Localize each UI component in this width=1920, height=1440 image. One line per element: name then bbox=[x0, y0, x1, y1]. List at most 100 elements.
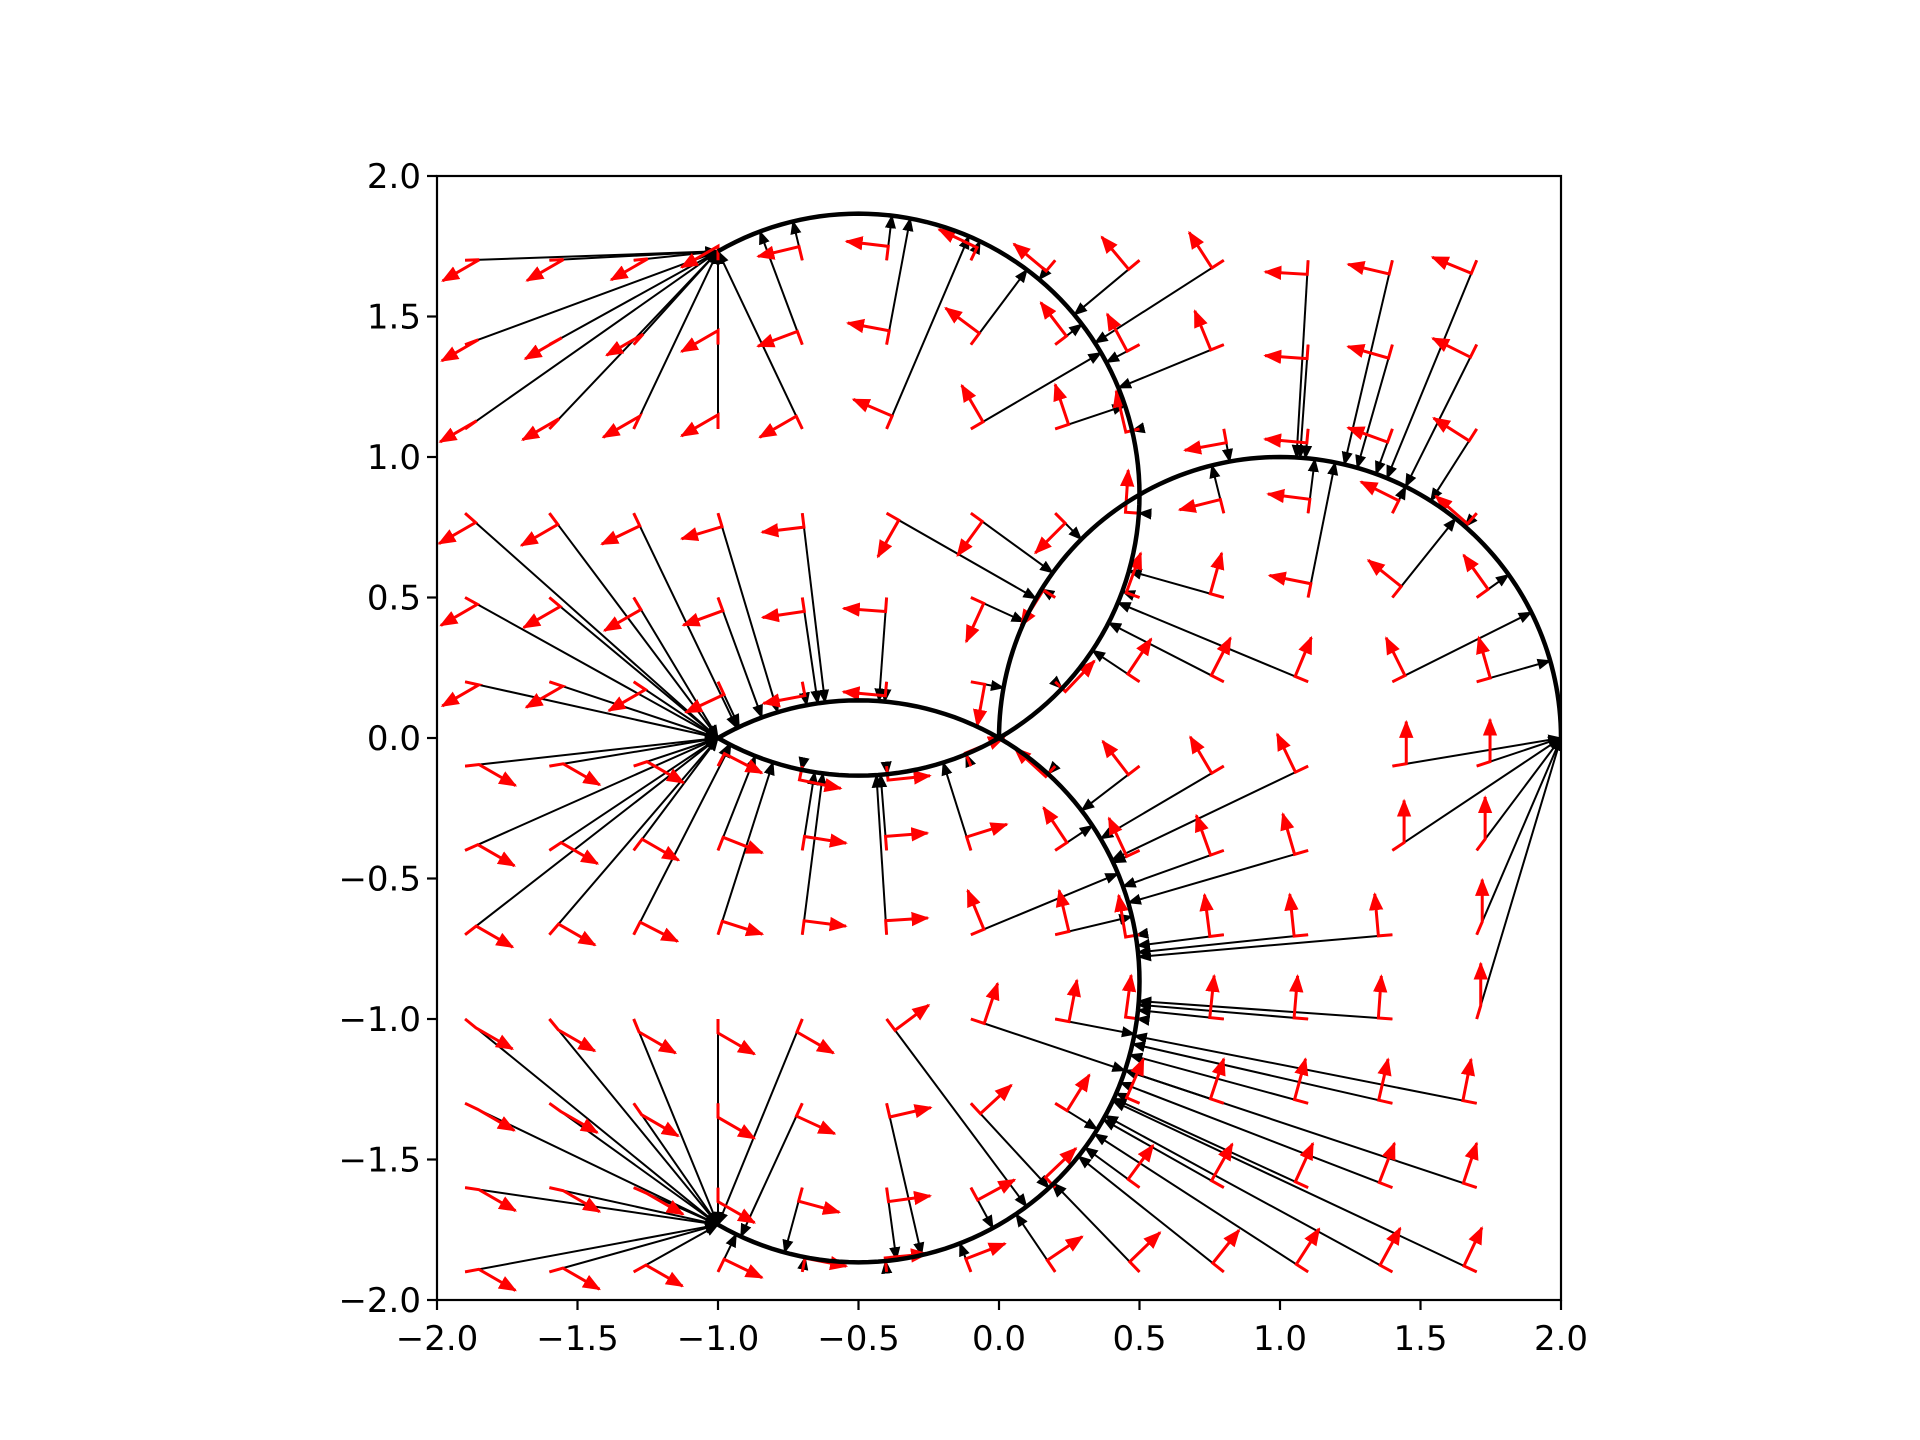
projection-arrow-55 bbox=[739, 1102, 804, 1238]
tangent-arrow-167 bbox=[1432, 416, 1478, 443]
projection-arrow-129 bbox=[1117, 343, 1225, 389]
tangent-arrow-65 bbox=[756, 244, 804, 261]
tangent-arrow-154 bbox=[1346, 426, 1394, 445]
tangent-vectors bbox=[437, 228, 1498, 1292]
tangent-arrow-1 bbox=[464, 1267, 517, 1292]
tangent-arrow-49 bbox=[679, 512, 724, 542]
tangent-arrow-44 bbox=[716, 919, 765, 937]
tangent-arrow-165 bbox=[1462, 553, 1491, 599]
tangent-arrow-39 bbox=[609, 257, 649, 282]
tangent-arrow-123 bbox=[1194, 813, 1225, 858]
tangent-arrow-72 bbox=[885, 765, 932, 785]
y-tick-label: 0.5 bbox=[367, 579, 421, 619]
projection-arrow-146 bbox=[1131, 1041, 1393, 1105]
tangent-arrow-158 bbox=[1461, 1141, 1479, 1190]
projection-arrow-169 bbox=[1386, 259, 1478, 480]
projection-arrow-139 bbox=[1307, 461, 1339, 598]
tangent-arrow-21 bbox=[524, 680, 567, 709]
projection-arrow-118 bbox=[1077, 1155, 1225, 1273]
tangent-arrow-99 bbox=[1054, 659, 1096, 694]
projection-arrow-27 bbox=[633, 1223, 720, 1273]
tangent-arrow-56 bbox=[795, 1018, 836, 1055]
projection-arrow-8 bbox=[464, 680, 720, 741]
projection-arrow-133 bbox=[1128, 1052, 1309, 1105]
tangent-arrow-150 bbox=[1392, 719, 1414, 768]
tangent-arrow-89 bbox=[960, 383, 986, 431]
tangent-arrow-119 bbox=[1209, 1142, 1234, 1189]
tangent-arrow-95 bbox=[1054, 978, 1081, 1024]
tangent-arrow-131 bbox=[1294, 1227, 1321, 1274]
tangent-arrow-30 bbox=[632, 1018, 678, 1055]
tangent-arrow-114 bbox=[1120, 468, 1140, 515]
tangent-arrow-58 bbox=[800, 833, 848, 851]
tangent-arrow-135 bbox=[1284, 892, 1309, 938]
tangent-arrow-67 bbox=[885, 1187, 933, 1206]
projection-arrow-35 bbox=[632, 596, 719, 740]
tangent-arrow-118 bbox=[1210, 1228, 1241, 1274]
tangent-arrow-9 bbox=[439, 596, 481, 627]
tangent-arrow-110 bbox=[1107, 816, 1141, 859]
tangent-arrow-144 bbox=[1378, 1226, 1402, 1274]
tangent-arrow-121 bbox=[1205, 973, 1224, 1021]
tangent-arrow-37 bbox=[601, 412, 644, 439]
projection-arrow-151 bbox=[1391, 611, 1533, 683]
tangent-arrow-45 bbox=[716, 835, 765, 855]
projection-arrow-48 bbox=[717, 597, 763, 719]
tangent-arrow-12 bbox=[440, 338, 480, 363]
projection-arrow-31 bbox=[632, 743, 732, 936]
tangent-arrow-41 bbox=[716, 1187, 757, 1225]
tangent-arrow-4 bbox=[464, 1017, 515, 1051]
projection-arrow-9 bbox=[464, 596, 720, 739]
circle-arc-3 bbox=[716, 698, 1142, 1265]
y-tick-label: −0.5 bbox=[338, 860, 421, 900]
tangent-arrow-87 bbox=[964, 596, 986, 644]
tangent-arrow-75 bbox=[876, 511, 901, 559]
y-tick-label: −1.5 bbox=[338, 1141, 421, 1181]
projection-arrow-61 bbox=[801, 597, 822, 705]
tangent-arrow-157 bbox=[1461, 1226, 1484, 1274]
projection-arrow-6 bbox=[464, 737, 720, 852]
x-tick-label: −2.0 bbox=[396, 1319, 479, 1359]
projection-arrow-23 bbox=[548, 512, 719, 740]
tangent-arrow-71 bbox=[883, 827, 930, 851]
projection-arrow-132 bbox=[1112, 1097, 1309, 1189]
tangent-arrow-35 bbox=[602, 596, 644, 632]
projection-arrow-20 bbox=[549, 734, 720, 768]
tangent-arrow-134 bbox=[1289, 974, 1309, 1021]
tangent-arrow-18 bbox=[548, 922, 597, 947]
tangent-arrow-86 bbox=[970, 680, 988, 728]
projection-arrow-14 bbox=[549, 1222, 720, 1273]
y-tick-label: 2.0 bbox=[367, 157, 421, 197]
projection-arrow-126 bbox=[1127, 568, 1225, 599]
tangent-arrow-130 bbox=[1187, 230, 1225, 270]
projection-arrow-147 bbox=[1137, 996, 1393, 1020]
y-tick-label: −2.0 bbox=[338, 1281, 421, 1321]
tangent-arrow-15 bbox=[549, 1186, 602, 1213]
tangent-arrow-115 bbox=[1112, 389, 1140, 434]
tangent-arrow-113 bbox=[1124, 551, 1143, 599]
tangent-arrow-161 bbox=[1475, 877, 1490, 936]
tangent-arrow-127 bbox=[1177, 497, 1226, 514]
projection-arrow-16 bbox=[548, 1102, 720, 1226]
tangent-arrow-166 bbox=[1434, 494, 1478, 526]
tangent-arrow-33 bbox=[633, 760, 686, 785]
tangent-arrow-54 bbox=[796, 1187, 842, 1215]
tangent-arrow-140 bbox=[1266, 488, 1312, 514]
tangent-arrow-2 bbox=[464, 1186, 518, 1213]
tangent-arrow-76 bbox=[851, 398, 895, 430]
projection-arrow-162 bbox=[1475, 736, 1561, 852]
projection-arrow-149 bbox=[1391, 737, 1561, 852]
projection-arrow-21 bbox=[549, 680, 720, 740]
x-tick-label: −0.5 bbox=[817, 1319, 900, 1359]
projection-arrow-17 bbox=[548, 1018, 719, 1226]
tangent-arrow-142 bbox=[1263, 344, 1310, 364]
tangent-arrow-153 bbox=[1359, 480, 1401, 514]
tangent-arrow-149 bbox=[1391, 798, 1412, 852]
projection-arrow-77 bbox=[885, 217, 914, 345]
tangent-arrow-62 bbox=[760, 513, 806, 538]
projection-arrow-15 bbox=[549, 1186, 720, 1228]
projection-arrow-89 bbox=[970, 351, 1103, 430]
tangent-arrow-105 bbox=[1127, 1231, 1162, 1273]
tangent-arrow-3 bbox=[464, 1101, 516, 1132]
projection-vectors bbox=[464, 214, 1561, 1275]
